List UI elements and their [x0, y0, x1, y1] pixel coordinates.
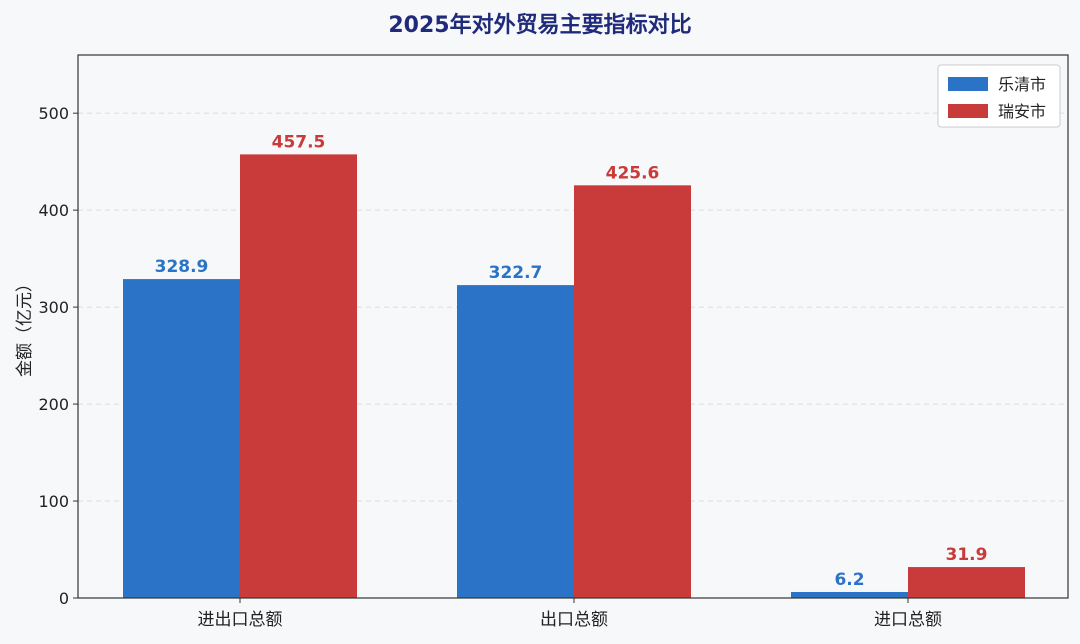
bar	[791, 591, 908, 598]
plot-frame	[77, 54, 1069, 599]
data-label: 322.7	[489, 263, 543, 283]
data-labels-group: 328.9 457.5 322.7 425.6 6.2 31.9	[155, 132, 988, 590]
bar	[240, 154, 357, 598]
bar	[457, 285, 574, 598]
data-label: 6.2	[834, 570, 864, 590]
chart-title: 2025年对外贸易主要指标对比	[388, 12, 691, 38]
y-tick-label: 300	[38, 298, 69, 317]
y-axis-label: 金额（亿元）	[15, 275, 35, 377]
bar	[123, 279, 240, 598]
bar	[574, 185, 691, 598]
data-label: 457.5	[272, 132, 326, 152]
legend-label: 乐清市	[998, 75, 1046, 94]
x-tick-label: 出口总额	[540, 610, 608, 630]
data-label: 328.9	[155, 257, 209, 277]
y-tick-label: 200	[38, 395, 69, 414]
y-axis: 0 100 200 300 400 500	[38, 104, 78, 608]
legend-swatch	[948, 104, 988, 118]
legend-swatch	[948, 77, 988, 91]
y-tick-label: 500	[38, 104, 69, 123]
bar	[908, 567, 1025, 598]
data-label: 31.9	[946, 545, 988, 565]
y-tick-label: 0	[59, 589, 69, 608]
y-tick-label: 100	[38, 492, 69, 511]
data-label: 425.6	[606, 163, 660, 183]
y-tick-label: 400	[38, 201, 69, 220]
x-tick-label: 进出口总额	[198, 610, 283, 630]
bars-group	[123, 154, 1025, 598]
x-axis: 进出口总额 出口总额 进口总额	[198, 598, 942, 630]
legend-label: 瑞安市	[998, 102, 1046, 121]
x-tick-label: 进口总额	[874, 610, 942, 630]
